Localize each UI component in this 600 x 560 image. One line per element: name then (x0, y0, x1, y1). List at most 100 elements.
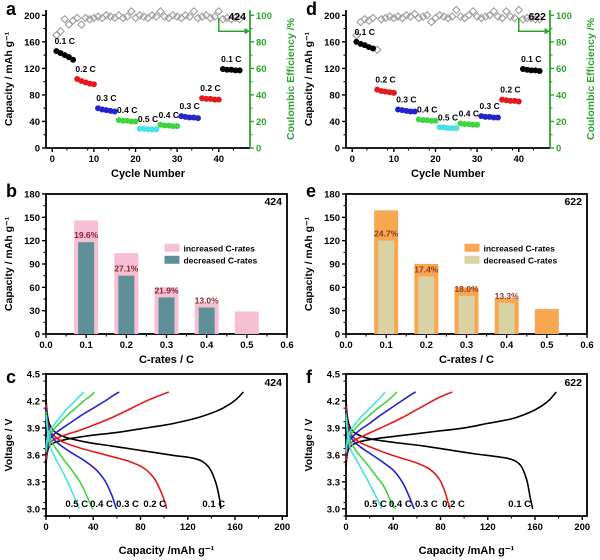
svg-text:3.0: 3.0 (327, 504, 340, 515)
svg-text:0.2 C: 0.2 C (143, 499, 166, 510)
svg-text:Coulombic Efficiency /%: Coulombic Efficiency /% (585, 17, 597, 140)
svg-text:40: 40 (388, 522, 399, 533)
bar-decreased (378, 240, 395, 334)
svg-text:0.0: 0.0 (39, 340, 52, 351)
rate-labels: 0.5 C 0.4 C 0.3 C 0.2 C 0.1 C (364, 499, 531, 510)
svg-text:20: 20 (556, 117, 567, 128)
svg-text:0.3 C: 0.3 C (116, 499, 139, 510)
svg-text:60: 60 (256, 64, 267, 75)
svg-text:0.2 C: 0.2 C (375, 75, 395, 85)
svg-text:0.2 C: 0.2 C (500, 85, 520, 95)
svg-text:424: 424 (228, 11, 246, 23)
efficiency-pointer-arrow (518, 17, 551, 35)
svg-text:0: 0 (343, 522, 348, 533)
svg-text:0.2 C: 0.2 C (442, 499, 465, 510)
svg-text:0.1: 0.1 (380, 340, 394, 351)
capacity-series-6: 0.3 C (178, 101, 201, 122)
svg-text:3.6: 3.6 (27, 450, 40, 461)
svg-text:30: 30 (29, 306, 40, 317)
chart-voltage-424: 0 40 80 120 160 200 3.0 3.3 3.6 3.9 4.2 4.5 Capacity… (3, 370, 290, 558)
svg-text:160: 160 (324, 37, 340, 48)
svg-text:0.3 C: 0.3 C (179, 101, 199, 111)
svg-text:40: 40 (556, 90, 567, 101)
svg-text:200: 200 (274, 522, 290, 533)
svg-text:0.1 C: 0.1 C (202, 499, 225, 510)
bar-decreased (158, 297, 175, 334)
svg-text:0: 0 (43, 522, 48, 533)
y-axis-title: Voltage / V (3, 419, 15, 472)
panel-f: f 0 40 80 120 160 200 3.0 3.3 3.6 3.9 4.2 4.5 Capaci… (300, 368, 600, 560)
capacity-series-4: 0.5 C (436, 112, 460, 132)
svg-text:0.6: 0.6 (580, 340, 593, 351)
axes: 0.0 0.1 0.2 0.3 0.4 0.5 0.6 0 30 60 90 120 150 180 (24, 190, 293, 352)
svg-text:4.2: 4.2 (27, 396, 40, 407)
svg-text:0.4 C: 0.4 C (459, 108, 479, 118)
svg-text:80: 80 (329, 90, 340, 101)
svg-text:3.3: 3.3 (27, 477, 40, 488)
svg-text:0.5 C: 0.5 C (65, 499, 88, 510)
curve-0.1C (45, 391, 244, 509)
svg-text:4.5: 4.5 (27, 370, 41, 381)
svg-text:0.5: 0.5 (240, 340, 254, 351)
efficiency-series (52, 6, 244, 40)
capacity-series-8: 0.1 C (219, 54, 243, 74)
svg-text:0.2 C: 0.2 C (200, 83, 220, 93)
svg-text:200: 200 (324, 11, 340, 22)
svg-text:0: 0 (35, 144, 40, 155)
rate-labels: 0.5 C 0.4 C 0.3 C 0.2 C 0.1 C (65, 499, 225, 510)
svg-text:3.9: 3.9 (327, 423, 340, 434)
svg-text:120: 120 (24, 236, 40, 247)
svg-text:80: 80 (256, 37, 267, 48)
capacity-series-2: 0.3 C (95, 93, 118, 115)
charge-curve (345, 391, 417, 456)
y-axis-title: Capacity / mAh g⁻¹ (303, 31, 315, 126)
capacity-series-7: 0.2 C (199, 83, 222, 103)
svg-text:13.3%: 13.3% (495, 291, 520, 301)
chart-rate-424: 0 10 20 30 40 0 40 80 120 160 200 0 20 40 60 80 100 Cycle… (3, 6, 297, 180)
svg-text:0: 0 (335, 144, 340, 155)
discharge-curve (45, 408, 118, 510)
y-axis-title: Voltage / V (303, 419, 315, 472)
svg-text:Voltage / V: Voltage / V (3, 419, 15, 472)
capacity-series-2: 0.3 C (395, 95, 418, 115)
svg-text:30: 30 (172, 154, 183, 165)
svg-text:Capacity /mAh g⁻¹: Capacity /mAh g⁻¹ (419, 545, 515, 557)
svg-text:0.4: 0.4 (200, 340, 214, 351)
svg-text:0.1 C: 0.1 C (55, 36, 75, 46)
bar-decreased (418, 276, 435, 334)
svg-text:Cycle Number: Cycle Number (411, 168, 486, 180)
axes: 0 40 80 120 160 200 3.0 3.3 3.6 3.9 4.2 4.5 (327, 370, 590, 534)
svg-text:20: 20 (130, 154, 141, 165)
curve-0.5C (45, 391, 85, 510)
capacity-series-5: 0.4 C (457, 108, 481, 128)
charge-curve (45, 391, 170, 460)
svg-text:120: 120 (180, 522, 196, 533)
svg-text:160: 160 (24, 37, 40, 48)
svg-text:0.3 C: 0.3 C (479, 101, 499, 111)
svg-text:622: 622 (528, 11, 546, 23)
capacity-series-0: 0.1 C (53, 36, 77, 63)
svg-text:424: 424 (264, 196, 282, 208)
sample-badge: 622 (564, 377, 582, 389)
svg-text:0.2: 0.2 (120, 340, 133, 351)
svg-text:19.6%: 19.6% (74, 230, 99, 240)
svg-text:424: 424 (264, 377, 282, 389)
bar-decreased (78, 242, 95, 334)
svg-text:0.2: 0.2 (420, 340, 433, 351)
svg-text:0.3 C: 0.3 C (96, 93, 116, 103)
svg-text:60: 60 (29, 283, 40, 294)
capacity-series-0: 0.1 C (353, 27, 377, 52)
svg-text:0.0: 0.0 (339, 340, 352, 351)
svg-text:622: 622 (564, 196, 582, 208)
svg-text:0.4: 0.4 (500, 340, 514, 351)
svg-text:20: 20 (430, 154, 441, 165)
svg-text:0.1 C: 0.1 C (221, 54, 241, 64)
efficiency-axis: 0 20 40 60 80 100 (250, 11, 272, 155)
panel-c: c 0 40 80 120 160 200 3.0 3.3 3.6 3.9 4.2 4.5 Capaci… (0, 368, 300, 560)
svg-text:0.5 C: 0.5 C (364, 499, 387, 510)
capacity-series-7: 0.2 C (499, 85, 522, 105)
sample-badge: 424 (264, 377, 282, 389)
svg-text:0.5 C: 0.5 C (138, 114, 158, 124)
discharge-curve (45, 415, 80, 510)
